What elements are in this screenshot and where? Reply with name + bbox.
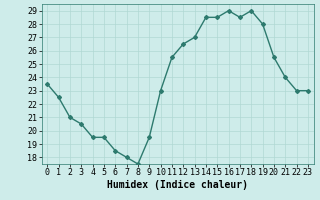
X-axis label: Humidex (Indice chaleur): Humidex (Indice chaleur) xyxy=(107,180,248,190)
